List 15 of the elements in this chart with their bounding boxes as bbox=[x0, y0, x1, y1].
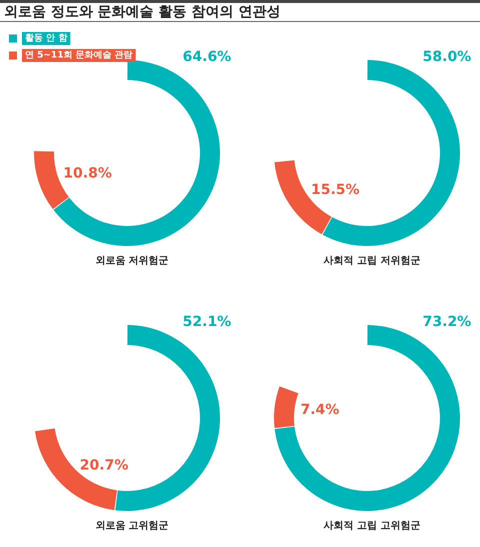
data-label: 15.5% bbox=[311, 182, 360, 198]
text: 외로움 고위험군 bbox=[95, 520, 169, 532]
data-label: 58.0% bbox=[422, 48, 472, 65]
data-label: 20.7% bbox=[80, 458, 128, 474]
chart-title: 외로움 정도와 문화예술 활동 참여의 연관성 bbox=[0, 0, 480, 22]
legend-label: 연 5~11회 문화예술 관람 bbox=[25, 50, 133, 60]
text: 사회적 고립 고위험군 bbox=[324, 520, 420, 532]
legend-label: 활동 안 함 bbox=[25, 34, 68, 44]
data-label: 10.8% bbox=[63, 166, 112, 182]
data-label: 73.2% bbox=[422, 314, 472, 330]
text: 사회적 고립 저위험군 bbox=[324, 256, 420, 266]
text: 외로움 저위험군 bbox=[95, 256, 169, 266]
data-label: 7.4% bbox=[300, 402, 340, 418]
data-label: 64.6% bbox=[182, 48, 232, 65]
data-label: 52.1% bbox=[182, 314, 232, 330]
